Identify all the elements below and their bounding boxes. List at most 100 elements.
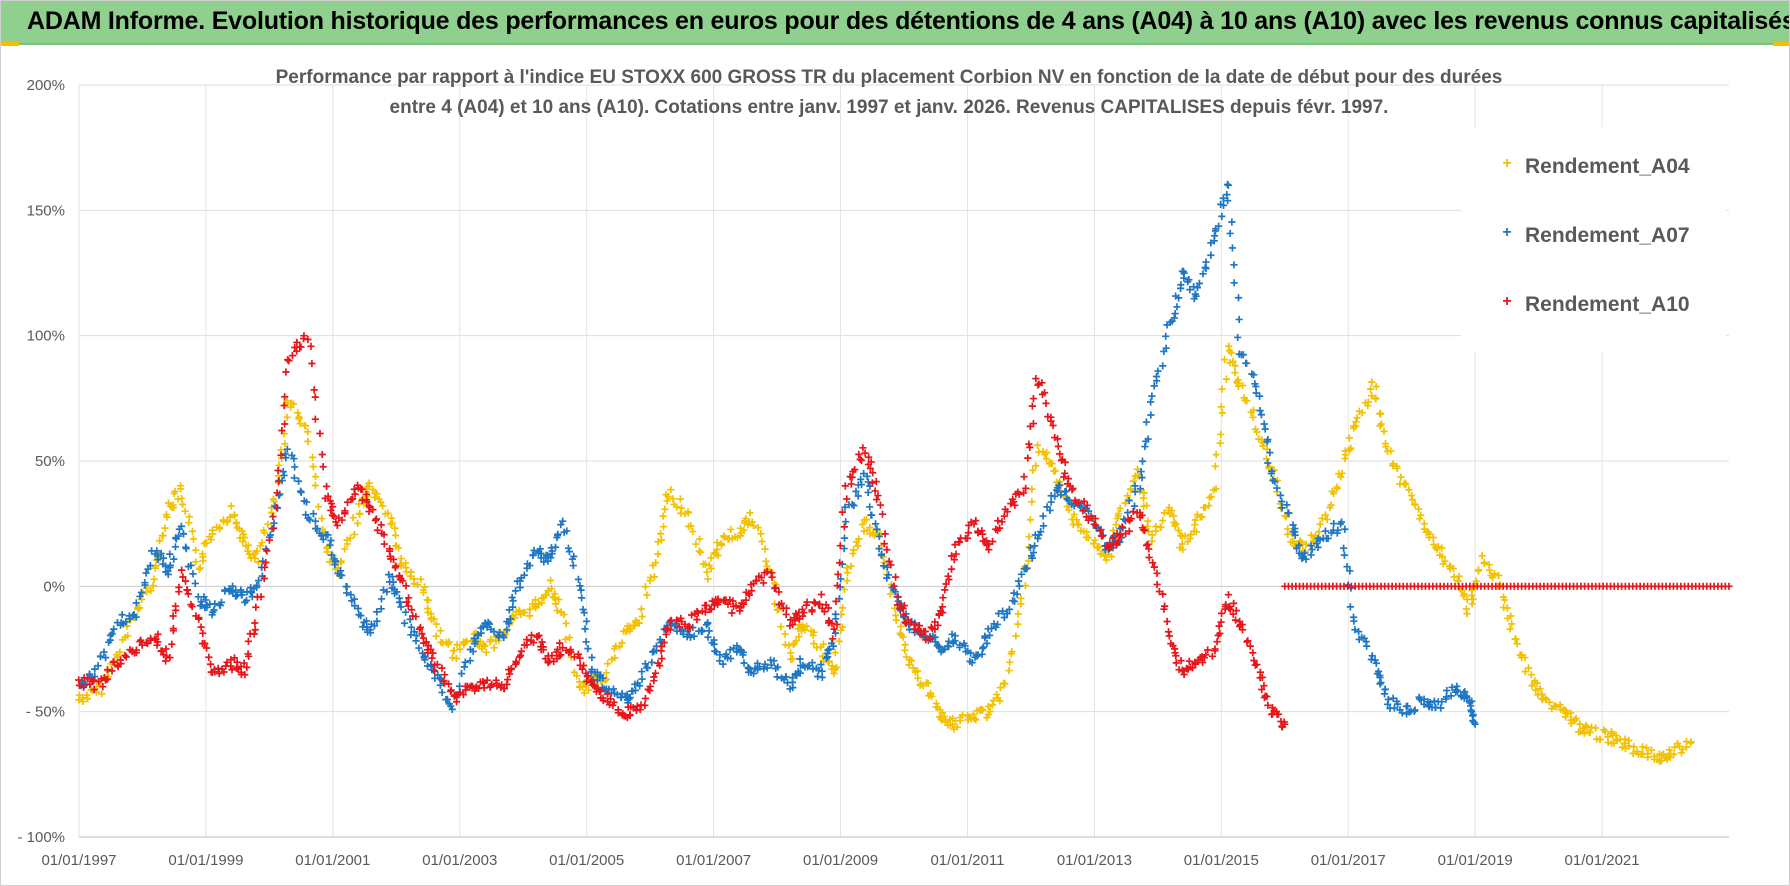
data-point bbox=[1003, 508, 1011, 516]
data-point bbox=[755, 663, 764, 671]
data-point bbox=[177, 522, 186, 530]
data-point bbox=[838, 623, 846, 631]
data-point bbox=[775, 588, 783, 596]
data-point bbox=[252, 603, 260, 611]
data-point bbox=[538, 638, 546, 646]
data-point bbox=[1177, 281, 1185, 289]
data-point bbox=[1341, 447, 1349, 455]
data-point bbox=[1452, 688, 1460, 696]
data-point bbox=[432, 632, 440, 640]
data-point bbox=[835, 637, 843, 645]
data-point bbox=[380, 531, 388, 539]
data-point bbox=[449, 647, 457, 655]
data-point bbox=[938, 603, 946, 611]
data-point bbox=[625, 695, 633, 703]
data-point bbox=[686, 624, 694, 632]
x-tick-label: 01/01/2017 bbox=[1311, 852, 1386, 869]
data-point bbox=[1538, 690, 1546, 698]
data-point bbox=[1314, 543, 1322, 551]
data-point bbox=[311, 415, 319, 423]
data-point bbox=[801, 626, 809, 634]
data-point bbox=[233, 524, 241, 532]
data-point bbox=[208, 611, 216, 619]
data-point bbox=[836, 559, 844, 567]
data-point bbox=[1234, 294, 1243, 302]
data-point bbox=[745, 664, 753, 673]
data-point bbox=[1023, 564, 1031, 572]
data-point bbox=[456, 689, 464, 697]
data-point bbox=[432, 620, 440, 628]
data-point bbox=[1426, 698, 1434, 707]
data-point bbox=[149, 582, 157, 590]
data-point bbox=[530, 546, 538, 555]
data-point bbox=[1337, 473, 1345, 481]
data-point bbox=[800, 609, 808, 617]
data-point bbox=[763, 664, 771, 672]
data-point bbox=[1010, 498, 1018, 506]
data-point bbox=[507, 665, 515, 673]
data-point bbox=[822, 654, 830, 662]
data-point bbox=[1192, 528, 1200, 536]
header-title: ADAM Informe. Evolution historique des p… bbox=[27, 7, 1790, 35]
data-point bbox=[296, 420, 304, 428]
data-point bbox=[1402, 480, 1410, 489]
data-point bbox=[215, 669, 223, 678]
data-point bbox=[1140, 489, 1148, 497]
data-point bbox=[710, 640, 718, 648]
data-point bbox=[79, 683, 88, 691]
data-point bbox=[968, 658, 976, 667]
data-point bbox=[490, 644, 498, 652]
data-point bbox=[1313, 539, 1321, 548]
data-point bbox=[808, 659, 816, 667]
data-point bbox=[1387, 447, 1395, 455]
data-point bbox=[311, 473, 320, 481]
data-point bbox=[302, 498, 311, 506]
data-point bbox=[886, 590, 894, 598]
data-point bbox=[257, 593, 265, 601]
data-point bbox=[1243, 359, 1251, 367]
data-point bbox=[1315, 528, 1323, 536]
data-point bbox=[228, 666, 236, 674]
data-point bbox=[1411, 501, 1419, 509]
data-point bbox=[986, 707, 994, 716]
data-point bbox=[564, 544, 573, 552]
data-point bbox=[393, 588, 401, 596]
data-point bbox=[281, 440, 289, 448]
data-point bbox=[1159, 516, 1167, 525]
data-point bbox=[1437, 704, 1445, 712]
data-point bbox=[1243, 397, 1251, 405]
data-point bbox=[1301, 549, 1309, 557]
data-point bbox=[972, 716, 980, 724]
data-point bbox=[1114, 537, 1123, 545]
data-point bbox=[656, 530, 665, 538]
data-point bbox=[124, 632, 132, 640]
data-point bbox=[909, 664, 917, 672]
data-point bbox=[781, 630, 789, 638]
data-point bbox=[641, 660, 649, 668]
data-point bbox=[928, 692, 936, 700]
data-point bbox=[924, 679, 932, 687]
data-point bbox=[322, 482, 331, 490]
data-point bbox=[1478, 552, 1486, 560]
data-point bbox=[108, 667, 116, 675]
data-point bbox=[260, 574, 268, 583]
data-point bbox=[508, 593, 516, 602]
data-point bbox=[712, 648, 720, 656]
data-point bbox=[1193, 284, 1202, 292]
data-point bbox=[485, 620, 494, 628]
data-point bbox=[483, 676, 491, 684]
data-point bbox=[362, 617, 371, 625]
data-point bbox=[1205, 501, 1213, 510]
data-point bbox=[956, 641, 964, 649]
x-tick-label: 01/01/2007 bbox=[676, 852, 751, 869]
data-point bbox=[397, 603, 405, 611]
data-point bbox=[1480, 559, 1488, 568]
data-point bbox=[667, 486, 675, 494]
data-point bbox=[636, 706, 644, 714]
data-point bbox=[1057, 491, 1065, 499]
data-point bbox=[1259, 442, 1267, 450]
data-point bbox=[1339, 544, 1348, 552]
data-point bbox=[1142, 418, 1151, 426]
banner-accent-left bbox=[1, 42, 19, 46]
